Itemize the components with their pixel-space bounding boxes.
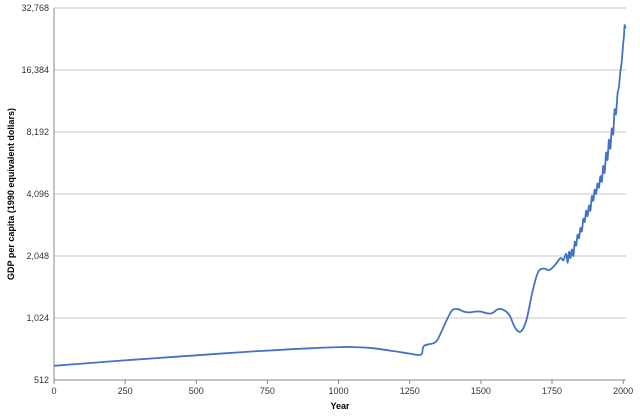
x-tick-label: 750 (260, 386, 275, 396)
x-tick-label: 0 (51, 386, 56, 396)
y-tick-label: 512 (34, 375, 49, 385)
y-axis-title: GDP per capita (1990 equivalent dollars) (6, 108, 16, 280)
x-tick-labels: 0 250 500 750 1000 1250 1500 1750 2000 (51, 386, 633, 396)
y-tick-labels: 512 1,024 2,048 4,096 8,192 16,384 32,768 (21, 3, 49, 385)
x-tick-label: 250 (118, 386, 133, 396)
x-tick-label: 1500 (471, 386, 491, 396)
y-tick-label: 1,024 (26, 313, 49, 323)
grid-lines (54, 7, 626, 381)
x-tick-label: 500 (189, 386, 204, 396)
y-tick-label: 2,048 (26, 251, 49, 261)
y-tick-label: 4,096 (26, 189, 49, 199)
y-tick-label: 8,192 (26, 127, 49, 137)
x-tick-label: 1750 (542, 386, 562, 396)
axes (53, 8, 626, 384)
gdp-series-line (53, 24, 627, 367)
y-tick-label: 32,768 (21, 3, 49, 13)
x-tick-label: 1000 (329, 386, 349, 396)
y-tick-label: 16,384 (21, 65, 49, 75)
x-tick-label: 1250 (400, 386, 420, 396)
x-axis-title: Year (330, 401, 350, 411)
x-tick-label: 2000 (613, 386, 633, 396)
